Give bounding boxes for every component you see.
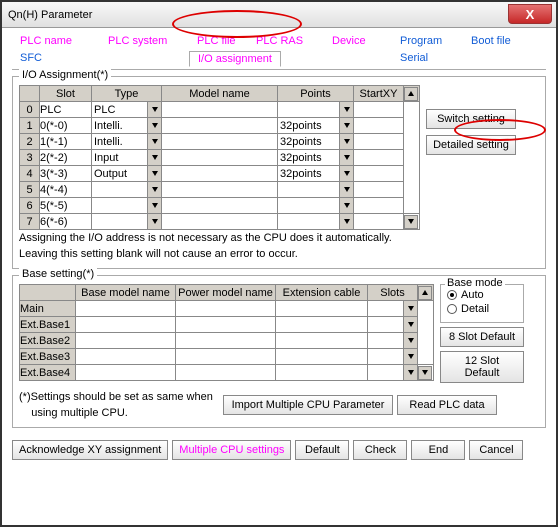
base-header-blank (20, 285, 76, 301)
base-group-label: Base setting(*) (19, 268, 97, 280)
ack-xy-button[interactable]: Acknowledge XY assignment (12, 440, 168, 460)
io-header-blank (20, 86, 40, 102)
detailed-setting-button[interactable]: Detailed setting (426, 135, 516, 155)
tab-plc-name[interactable]: PLC name (12, 34, 80, 48)
base-header-powermodel: Power model name (176, 285, 276, 301)
base-scroll-up[interactable] (418, 285, 434, 301)
io-scroll-track[interactable] (404, 102, 420, 214)
base-scroll-track[interactable] (418, 301, 434, 365)
io-row: 65(*-5) (20, 198, 420, 214)
io-type-cell[interactable]: PLC (92, 102, 162, 118)
base-mode-label: Base mode (445, 277, 505, 289)
bottom-note1: (*)Settings should be set as same when (19, 389, 219, 405)
io-row: 43(*-3)Output32points (20, 166, 420, 182)
io-points-cell[interactable] (278, 102, 354, 118)
12-slot-default-button[interactable]: 12 Slot Default (440, 351, 524, 383)
base-header-extcable: Extension cable (276, 285, 368, 301)
radio-detail[interactable]: Detail (447, 302, 517, 316)
bottom-note2: using multiple CPU. (19, 405, 219, 421)
io-assignment-group: I/O Assignment(*) Slot Type Model name P… (12, 76, 546, 269)
io-table: Slot Type Model name Points StartXY 0PLC… (19, 85, 420, 230)
io-header-points: Points (278, 86, 354, 102)
read-plc-data-button[interactable]: Read PLC data (397, 395, 497, 415)
base-mode-group: Base mode Auto Detail (440, 284, 524, 323)
io-note2: Leaving this setting blank will not caus… (19, 246, 420, 262)
tab-boot-file[interactable]: Boot file (463, 34, 519, 48)
tab-program[interactable]: Program (392, 34, 450, 48)
switch-setting-button[interactable]: Switch setting (426, 109, 516, 129)
close-icon: X (526, 7, 535, 22)
base-row: Main (20, 301, 434, 317)
cancel-button[interactable]: Cancel (469, 440, 523, 460)
default-button[interactable]: Default (295, 440, 349, 460)
radio-auto[interactable]: Auto (447, 288, 517, 302)
tab-io-assignment[interactable]: I/O assignment (189, 51, 281, 67)
tab-plc-ras[interactable]: PLC RAS (248, 34, 311, 48)
io-group-label: I/O Assignment(*) (19, 69, 111, 81)
base-row: Ext.Base1 (20, 317, 434, 333)
chevron-down-icon (147, 102, 161, 117)
io-row: 10(*-0)Intelli.32points (20, 118, 420, 134)
io-header-startxy: StartXY (354, 86, 404, 102)
tab-sfc[interactable]: SFC (12, 51, 50, 65)
io-row: 0PLCPLC (20, 102, 420, 118)
8-slot-default-button[interactable]: 8 Slot Default (440, 327, 524, 347)
io-scroll-up[interactable] (404, 86, 420, 102)
base-scroll-down[interactable] (418, 365, 434, 381)
io-row: 76(*-6) (20, 214, 420, 230)
check-button[interactable]: Check (353, 440, 407, 460)
base-table: Base model name Power model name Extensi… (19, 284, 434, 381)
io-row: 54(*-4) (20, 182, 420, 198)
io-row: 21(*-1)Intelli.32points (20, 134, 420, 150)
io-header-type: Type (92, 86, 162, 102)
close-button[interactable]: X (508, 4, 552, 24)
base-row: Ext.Base4 (20, 365, 434, 381)
content-area: PLC name PLC system PLC file PLC RAS Dev… (2, 28, 556, 434)
io-note1: Assigning the I/O address is not necessa… (19, 230, 420, 246)
tab-plc-system[interactable]: PLC system (100, 34, 175, 48)
base-setting-group: Base setting(*) Base model name Power mo… (12, 275, 546, 428)
multiple-cpu-button[interactable]: Multiple CPU settings (172, 440, 291, 460)
import-multiple-cpu-button[interactable]: Import Multiple CPU Parameter (223, 395, 393, 415)
base-header-basemodel: Base model name (76, 285, 176, 301)
tab-serial[interactable]: Serial (392, 51, 436, 65)
base-row: Ext.Base3 (20, 349, 434, 365)
io-scroll-down[interactable] (404, 214, 420, 230)
io-row: 32(*-2)Input32points (20, 150, 420, 166)
tab-device[interactable]: Device (324, 34, 374, 48)
window-title: Qn(H) Parameter (8, 9, 92, 21)
tab-strip: PLC name PLC system PLC file PLC RAS Dev… (12, 34, 546, 70)
io-header-model: Model name (162, 86, 278, 102)
tab-plc-file[interactable]: PLC file (189, 34, 244, 48)
io-header-slot: Slot (40, 86, 92, 102)
base-header-slots: Slots (368, 285, 418, 301)
chevron-down-icon (339, 102, 353, 117)
end-button[interactable]: End (411, 440, 465, 460)
base-row: Ext.Base2 (20, 333, 434, 349)
titlebar: Qn(H) Parameter X (2, 2, 556, 28)
footer-buttons: Acknowledge XY assignment Multiple CPU s… (2, 434, 556, 466)
